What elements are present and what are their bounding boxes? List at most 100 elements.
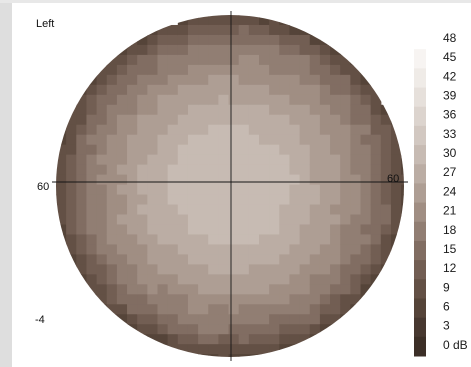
field-cell xyxy=(96,224,108,236)
field-cell xyxy=(350,214,362,226)
field-cell xyxy=(319,44,331,56)
field-cell xyxy=(330,104,341,116)
field-cell xyxy=(147,84,159,96)
field-cell xyxy=(147,284,159,295)
field-cell xyxy=(319,54,331,66)
field-cell xyxy=(269,214,280,226)
field-cell xyxy=(167,264,179,275)
field-cell xyxy=(269,304,280,315)
field-cell xyxy=(259,184,270,196)
meridian-axes xyxy=(52,11,408,361)
field-cell xyxy=(259,104,270,116)
field-cell xyxy=(177,224,189,236)
legend-swatch xyxy=(414,279,426,299)
field-cell xyxy=(86,254,98,265)
field-cell xyxy=(116,34,128,46)
field-cell xyxy=(289,194,301,206)
field-cell xyxy=(228,214,240,226)
field-cell xyxy=(360,64,372,76)
field-cell xyxy=(198,354,209,357)
field-cell xyxy=(248,154,260,166)
field-cell xyxy=(269,284,280,295)
field-cell xyxy=(309,164,321,176)
field-cell xyxy=(177,324,189,335)
field-cell xyxy=(279,234,291,246)
field-cell xyxy=(76,94,88,106)
field-cell xyxy=(187,234,199,246)
field-cell xyxy=(259,174,270,186)
legend-tick-label: 0 dB xyxy=(443,338,468,352)
field-cell xyxy=(56,194,67,206)
field-cell xyxy=(390,134,402,146)
field-cell xyxy=(137,264,148,275)
field-cell xyxy=(218,54,230,66)
field-cell xyxy=(187,214,199,226)
field-cell xyxy=(96,214,108,226)
field-cell xyxy=(147,144,159,156)
field-cell xyxy=(198,174,209,186)
field-cell xyxy=(309,284,321,295)
field-cell xyxy=(66,94,77,106)
field-cell xyxy=(116,234,128,246)
field-cell xyxy=(248,304,260,315)
field-cell xyxy=(198,324,209,335)
field-cell xyxy=(208,314,219,325)
field-cell xyxy=(330,304,341,315)
field-cell xyxy=(86,174,98,186)
field-cell xyxy=(330,244,341,255)
field-cell xyxy=(187,64,199,76)
field-cell xyxy=(106,294,118,305)
field-cell xyxy=(319,184,331,196)
field-cell xyxy=(228,164,240,176)
field-cell xyxy=(309,124,321,136)
field-cell xyxy=(106,174,118,186)
field-cell xyxy=(167,334,179,345)
field-cell xyxy=(340,224,351,236)
field-cell xyxy=(238,314,250,325)
field-cell xyxy=(309,254,321,265)
field-cell xyxy=(137,24,148,36)
field-cell xyxy=(319,174,331,186)
field-cell xyxy=(340,274,351,285)
field-cell xyxy=(350,64,362,76)
field-cell xyxy=(269,54,280,66)
field-cell xyxy=(238,294,250,305)
field-cell xyxy=(350,144,362,156)
field-cell xyxy=(76,114,88,126)
field-cell xyxy=(350,104,362,116)
field-cell xyxy=(228,194,240,206)
field-cell xyxy=(198,74,209,86)
field-cell xyxy=(198,134,209,146)
field-cell xyxy=(279,144,291,156)
field-cell xyxy=(238,34,250,46)
field-cell xyxy=(248,324,260,335)
field-cell xyxy=(350,114,362,126)
field-cell xyxy=(208,204,219,216)
field-cell xyxy=(309,174,321,186)
field-cell xyxy=(86,134,98,146)
field-cell xyxy=(330,154,341,166)
field-cell xyxy=(127,184,138,196)
field-cell xyxy=(228,294,240,305)
field-cell xyxy=(167,64,179,76)
field-cell xyxy=(218,104,230,116)
field-cell xyxy=(137,204,148,216)
field-cell xyxy=(187,254,199,265)
field-cell xyxy=(319,224,331,236)
field-cell xyxy=(228,104,240,116)
field-cell xyxy=(390,234,402,246)
field-cell xyxy=(66,124,77,136)
field-cell xyxy=(228,74,240,86)
field-cell xyxy=(340,304,351,315)
field-cell xyxy=(187,44,199,56)
field-cell xyxy=(279,54,291,66)
field-cell xyxy=(299,134,311,146)
field-cell xyxy=(127,214,138,226)
field-cell xyxy=(157,124,169,136)
field-cell xyxy=(127,134,138,146)
legend-tick-label: 42 xyxy=(443,69,457,83)
field-cell xyxy=(238,304,250,315)
field-cell xyxy=(360,144,372,156)
field-cell xyxy=(340,244,351,255)
field-cell xyxy=(319,234,331,246)
